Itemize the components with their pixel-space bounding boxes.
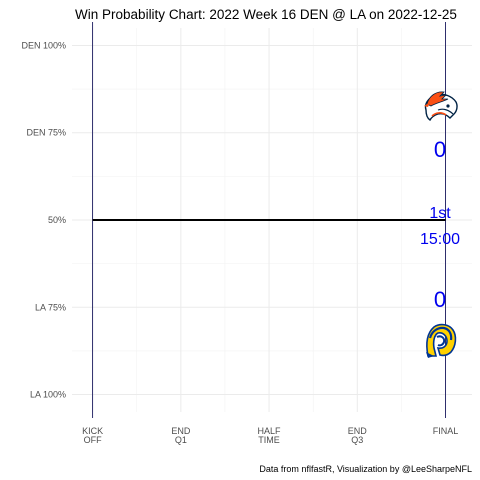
chart-caption: Data from nflfastR, Visualization by @Le… — [259, 464, 472, 474]
x-tick-label: OFF — [84, 435, 102, 445]
home-score: 0 — [434, 287, 446, 312]
y-tick-label: LA 100% — [30, 390, 66, 400]
x-tick-label: Q3 — [351, 435, 363, 445]
away-score: 0 — [434, 137, 446, 162]
x-tick-label: KICK — [82, 426, 103, 436]
x-tick-label: END — [171, 426, 191, 436]
game-clock: 15:00 — [420, 231, 460, 248]
quarter-label: 1st — [429, 205, 451, 222]
y-tick-label: DEN 75% — [26, 128, 66, 138]
y-tick-label: 50% — [48, 215, 66, 225]
broncos-logo — [424, 91, 458, 122]
rams-logo — [426, 323, 457, 358]
y-tick-label: LA 75% — [35, 302, 66, 312]
x-tick-label: HALF — [258, 426, 282, 436]
x-tick-label: TIME — [258, 435, 280, 445]
x-tick-label: FINAL — [433, 426, 459, 436]
x-tick-label: END — [348, 426, 368, 436]
chart-title: Win Probability Chart: 2022 Week 16 DEN … — [75, 7, 457, 22]
y-tick-labels: DEN 100% DEN 75% 50% LA 75% LA 100% — [21, 40, 66, 399]
x-tick-label: Q1 — [175, 435, 187, 445]
y-tick-label: DEN 100% — [21, 40, 66, 50]
